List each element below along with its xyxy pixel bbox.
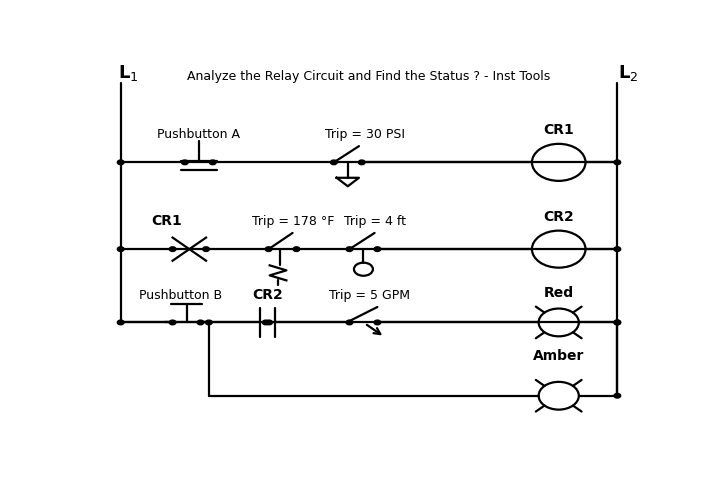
Text: CR2: CR2	[252, 289, 283, 303]
Circle shape	[330, 160, 337, 165]
Circle shape	[614, 160, 621, 165]
Circle shape	[614, 320, 621, 325]
Circle shape	[210, 160, 216, 165]
Circle shape	[181, 160, 188, 165]
Circle shape	[374, 247, 381, 252]
Circle shape	[374, 320, 381, 325]
Text: L$_1$: L$_1$	[118, 63, 138, 83]
Circle shape	[359, 160, 365, 165]
Circle shape	[169, 320, 176, 325]
Circle shape	[265, 247, 272, 252]
Text: L$_2$: L$_2$	[618, 63, 639, 83]
Circle shape	[205, 320, 212, 325]
Circle shape	[346, 247, 353, 252]
Circle shape	[266, 320, 272, 325]
Text: Amber: Amber	[533, 349, 585, 363]
Circle shape	[614, 247, 621, 252]
Circle shape	[346, 320, 353, 325]
Circle shape	[614, 320, 621, 325]
Circle shape	[117, 247, 124, 252]
Circle shape	[293, 247, 300, 252]
Text: Red: Red	[544, 286, 574, 300]
Circle shape	[262, 320, 269, 325]
Circle shape	[117, 320, 124, 325]
Text: Pushbutton A: Pushbutton A	[157, 128, 240, 141]
Text: Trip = 5 GPM: Trip = 5 GPM	[329, 290, 410, 303]
Text: CR1: CR1	[152, 214, 182, 228]
Text: CR2: CR2	[544, 210, 574, 224]
Circle shape	[197, 320, 204, 325]
Circle shape	[169, 247, 176, 252]
Circle shape	[203, 247, 210, 252]
Text: Pushbutton B: Pushbutton B	[139, 290, 222, 303]
Text: Trip = 4 ft: Trip = 4 ft	[344, 215, 406, 228]
Text: CR1: CR1	[544, 123, 574, 137]
Circle shape	[614, 393, 621, 398]
Text: Trip = 30 PSI: Trip = 30 PSI	[325, 128, 405, 141]
Text: Trip = 178 °F: Trip = 178 °F	[252, 215, 334, 228]
Text: Analyze the Relay Circuit and Find the Status ? - Inst Tools: Analyze the Relay Circuit and Find the S…	[187, 70, 551, 83]
Circle shape	[117, 160, 124, 165]
